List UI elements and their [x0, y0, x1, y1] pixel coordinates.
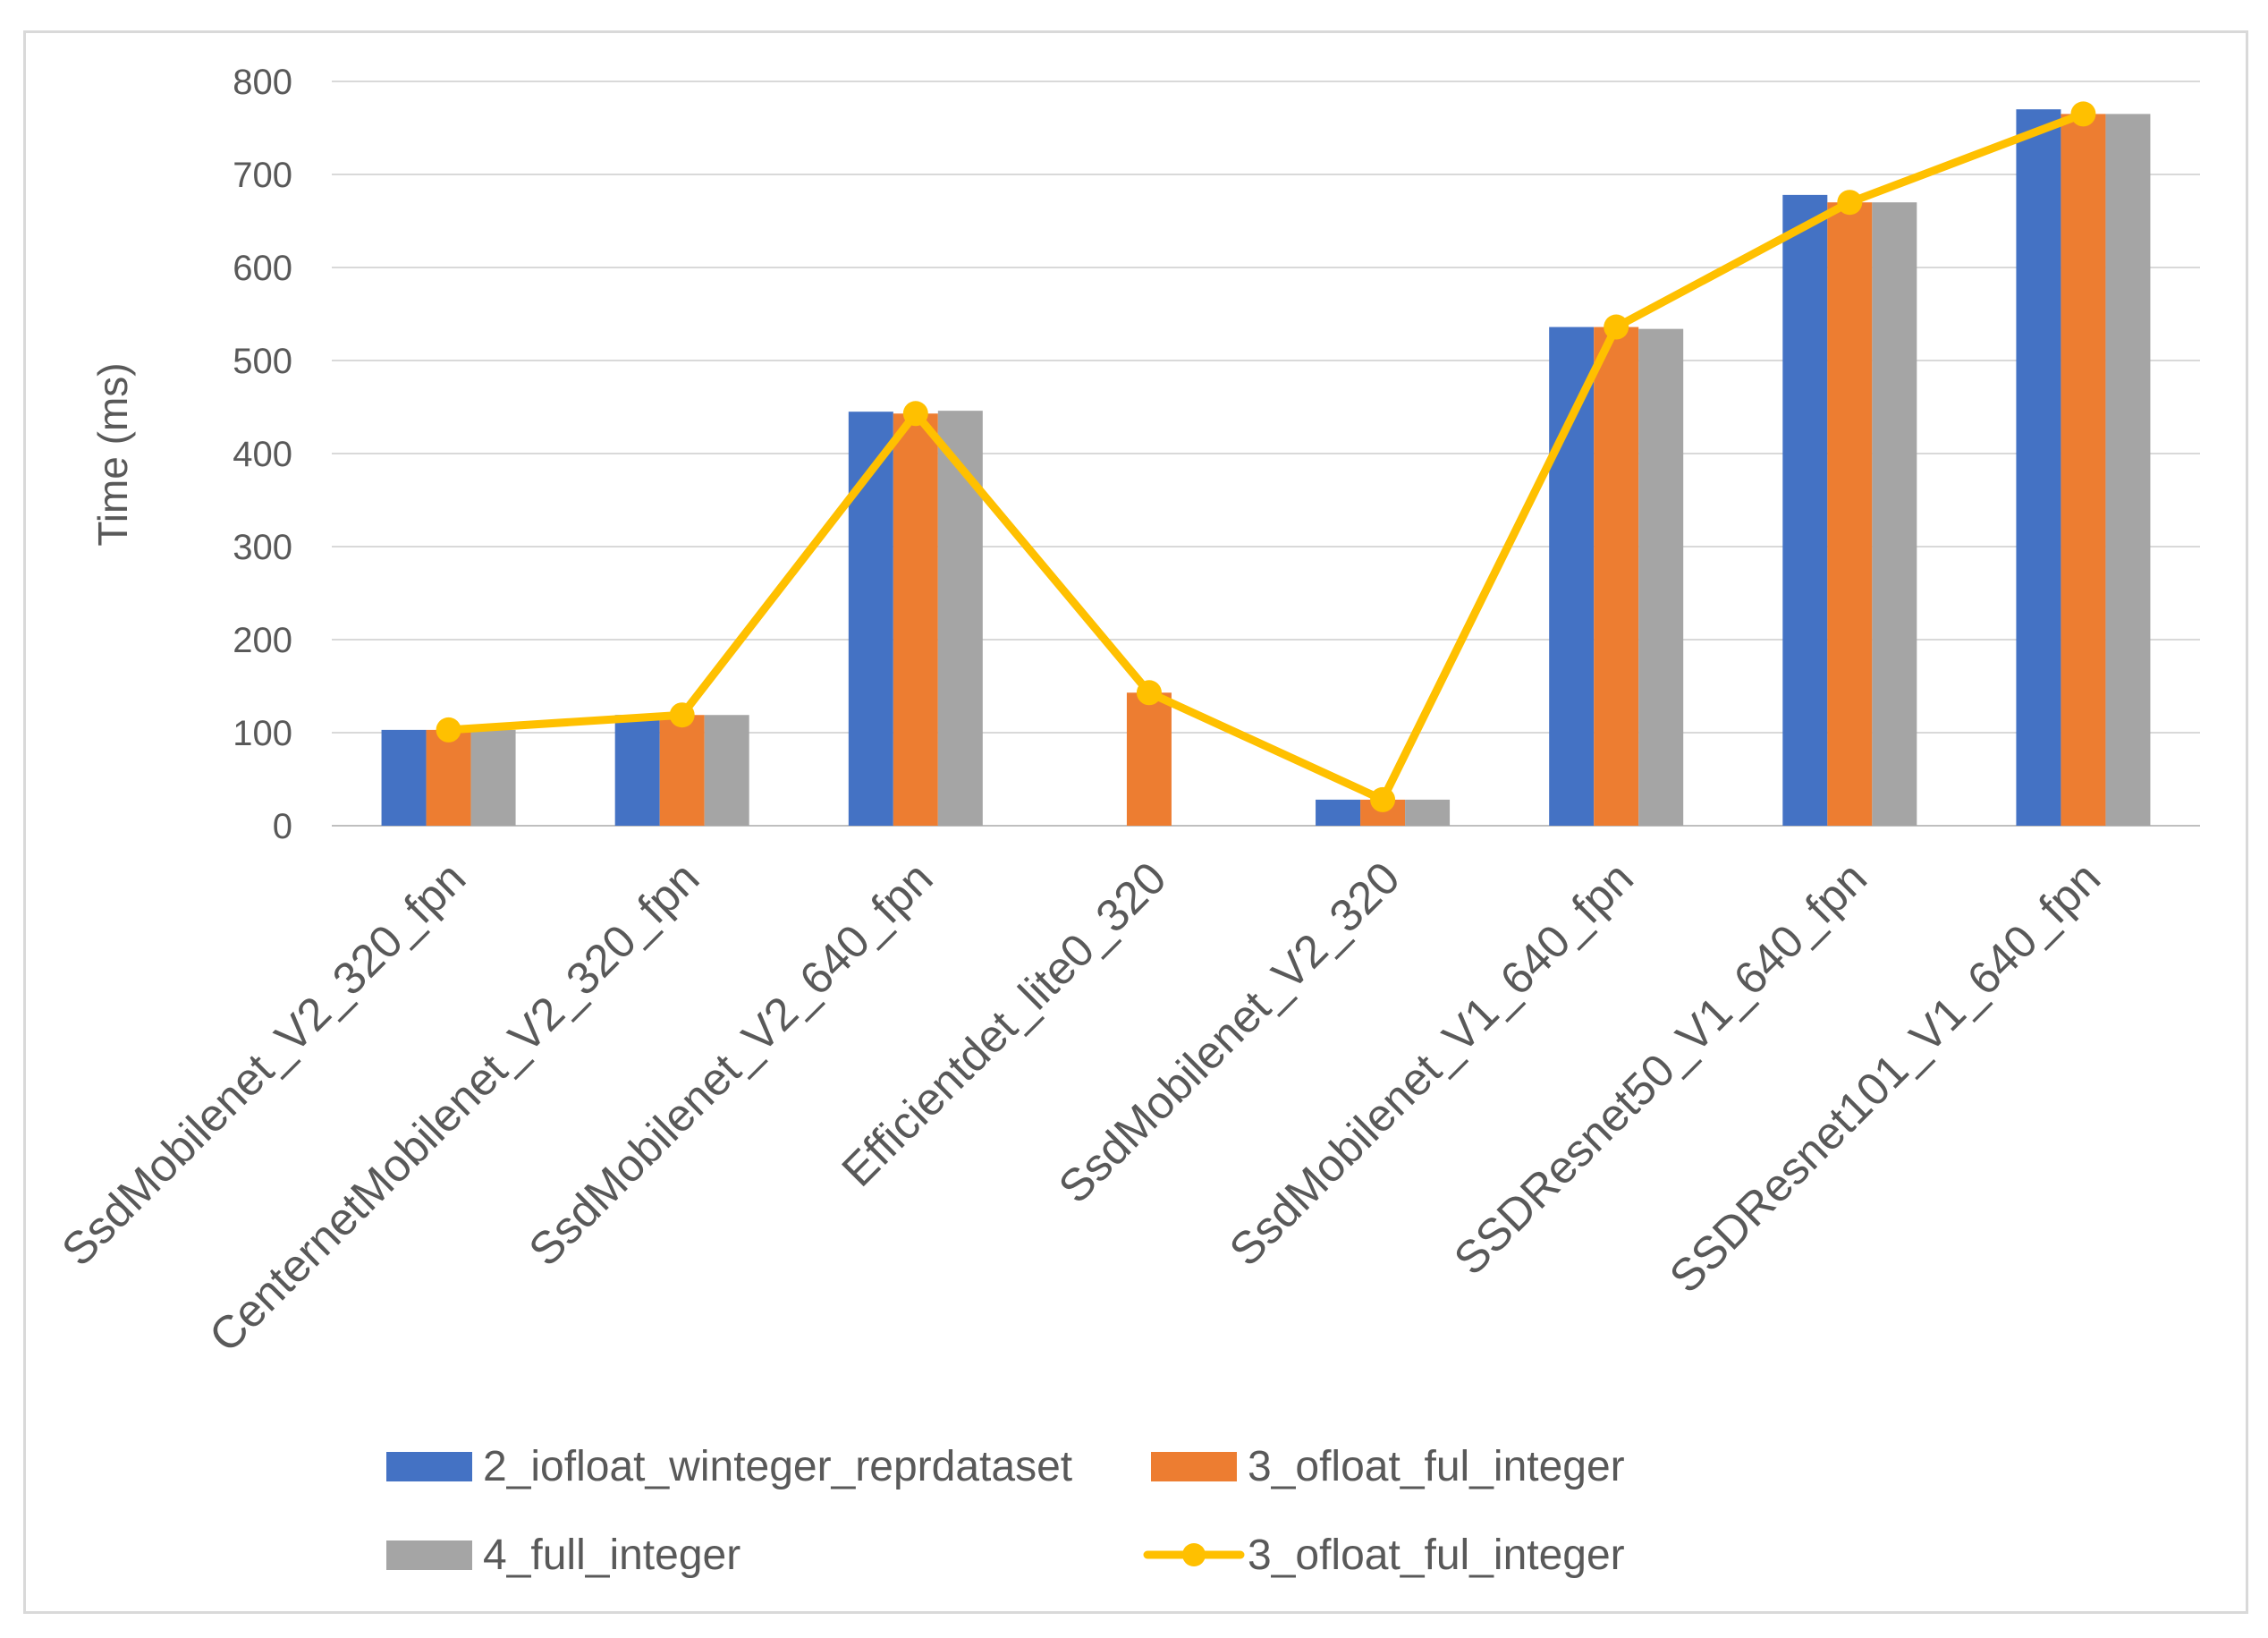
x-tick-SsdMobilenet_V1_640_fpn: SsdMobilenet_V1_640_fpn	[1220, 852, 1643, 1275]
legend-swatch-gray	[386, 1540, 472, 1570]
bar-1-SsdMobilenet_V2_320	[1316, 799, 1361, 826]
y-axis-label: Time (ms)	[89, 362, 136, 546]
legend-line-marker	[1182, 1543, 1206, 1566]
bar-2-SSDResnet50_V1_640_fpn	[1827, 202, 1873, 826]
line-point-SSDResnet101_V1_640_fpn	[2070, 101, 2096, 127]
bar-1-SSDResnet50_V1_640_fpn	[1782, 194, 1828, 826]
line-point-SSDResnet50_V1_640_fpn	[1837, 190, 1863, 216]
bar-2-CenternetMobilenet_V2_320_fpn	[659, 715, 705, 826]
legend-swatch-orange	[1151, 1452, 1237, 1481]
y-tick-400: 400	[233, 435, 292, 474]
line-point-SsdMobilenet_V1_640_fpn	[1604, 314, 1629, 340]
x-tick-SSDResnet50_V1_640_fpn: SSDResnet50_V1_640_fpn	[1444, 852, 1876, 1284]
legend-label-iofloat: 2_iofloat_winteger_reprdataset	[483, 1443, 1072, 1490]
bar-3-CenternetMobilenet_V2_320_fpn	[704, 715, 749, 826]
bar-1-CenternetMobilenet_V2_320_fpn	[614, 715, 660, 826]
y-tick-700: 700	[233, 156, 292, 195]
y-tick-600: 600	[233, 249, 292, 288]
bar-3-SsdMobilenet_V2_320	[1405, 799, 1451, 826]
line-point-SsdMobilenet_V2_640_fpn	[902, 401, 928, 427]
x-tick-CenternetMobilenet_V2_320_fpn: CenternetMobilenet_V2_320_fpn	[199, 852, 709, 1362]
bar-1-SsdMobilenet_V1_640_fpn	[1549, 327, 1595, 826]
line-point-SsdMobilenet_V2_320_fpn	[436, 717, 461, 743]
bar-1-SsdMobilenet_V2_320_fpn	[381, 729, 427, 826]
y-tick-500: 500	[233, 342, 292, 381]
y-tick-300: 300	[233, 528, 292, 567]
bar-1-SSDResnet101_V1_640_fpn	[2016, 109, 2061, 826]
line-series	[436, 101, 2096, 812]
x-tick-SSDResnet101_V1_640_fpn: SSDResnet101_V1_640_fpn	[1660, 852, 2110, 1302]
bar-2-SsdMobilenet_V2_640_fpn	[893, 413, 938, 826]
y-tick-200: 200	[233, 621, 292, 660]
line-point-Efficientdet_lite0_320	[1136, 680, 1162, 706]
y-tick-100: 100	[233, 714, 292, 753]
legend-label-full-integer: 4_full_integer	[483, 1532, 740, 1579]
legend-swatch-blue	[386, 1452, 472, 1481]
chart-frame	[23, 30, 2248, 1614]
bar-2-Efficientdet_lite0_320	[1126, 692, 1172, 826]
y-tick-0: 0	[273, 807, 292, 846]
bar-3-SSDResnet50_V1_640_fpn	[1872, 202, 1917, 826]
x-tick-SsdMobilenet_V2_320_fpn: SsdMobilenet_V2_320_fpn	[52, 852, 475, 1275]
x-tick-SsdMobilenet_V2_640_fpn: SsdMobilenet_V2_640_fpn	[519, 852, 942, 1275]
x-tick-labels: SsdMobilenet_V2_320_fpnCenternetMobilene…	[52, 852, 2110, 1362]
bar-1-SsdMobilenet_V2_640_fpn	[848, 412, 893, 826]
line-point-CenternetMobilenet_V2_320_fpn	[669, 702, 695, 728]
bar-3-SSDResnet101_V1_640_fpn	[2105, 114, 2151, 826]
line-path	[448, 110, 2086, 804]
bar-2-SSDResnet101_V1_640_fpn	[2061, 114, 2106, 826]
legend: 2_iofloat_winteger_reprdataset 3_ofloat_…	[386, 1443, 1625, 1579]
y-tick-labels: 0 100 200 300 400 500 600 700 800	[233, 63, 292, 846]
bar-3-SsdMobilenet_V1_640_fpn	[1638, 328, 1684, 826]
legend-label-ofloat-bar: 3_ofloat_ful_integer	[1248, 1443, 1625, 1490]
bar-2-SsdMobilenet_V1_640_fpn	[1594, 327, 1639, 826]
legend-label-ofloat-line: 3_ofloat_ful_integer	[1248, 1532, 1625, 1579]
line-point-SsdMobilenet_V2_320	[1370, 786, 1396, 812]
bar-2-SsdMobilenet_V2_320_fpn	[426, 729, 471, 826]
bar-3-SsdMobilenet_V2_320_fpn	[470, 729, 516, 826]
gridlines	[332, 81, 2200, 827]
y-tick-800: 800	[233, 63, 292, 102]
